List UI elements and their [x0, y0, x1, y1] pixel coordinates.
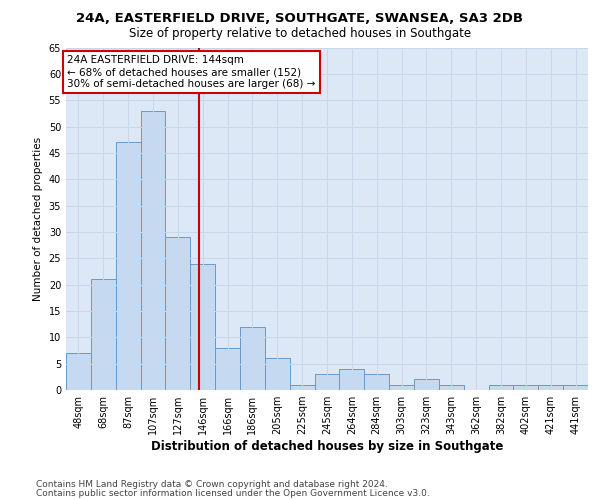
Bar: [314, 374, 340, 390]
Bar: [389, 384, 414, 390]
Text: Contains HM Land Registry data © Crown copyright and database right 2024.: Contains HM Land Registry data © Crown c…: [36, 480, 388, 489]
Text: Size of property relative to detached houses in Southgate: Size of property relative to detached ho…: [129, 28, 471, 40]
Bar: [563, 384, 588, 390]
Bar: [215, 348, 240, 390]
Bar: [240, 327, 265, 390]
Bar: [514, 384, 538, 390]
Bar: [166, 237, 190, 390]
Bar: [340, 369, 364, 390]
Bar: [140, 110, 166, 390]
Bar: [488, 384, 514, 390]
Bar: [265, 358, 290, 390]
Bar: [190, 264, 215, 390]
Text: 24A, EASTERFIELD DRIVE, SOUTHGATE, SWANSEA, SA3 2DB: 24A, EASTERFIELD DRIVE, SOUTHGATE, SWANS…: [77, 12, 523, 26]
Bar: [414, 380, 439, 390]
Text: Contains public sector information licensed under the Open Government Licence v3: Contains public sector information licen…: [36, 489, 430, 498]
Bar: [116, 142, 140, 390]
Bar: [91, 280, 116, 390]
Y-axis label: Number of detached properties: Number of detached properties: [33, 136, 43, 301]
Bar: [538, 384, 563, 390]
Text: 24A EASTERFIELD DRIVE: 144sqm
← 68% of detached houses are smaller (152)
30% of : 24A EASTERFIELD DRIVE: 144sqm ← 68% of d…: [67, 56, 316, 88]
X-axis label: Distribution of detached houses by size in Southgate: Distribution of detached houses by size …: [151, 440, 503, 453]
Bar: [66, 353, 91, 390]
Bar: [290, 384, 314, 390]
Bar: [439, 384, 464, 390]
Bar: [364, 374, 389, 390]
